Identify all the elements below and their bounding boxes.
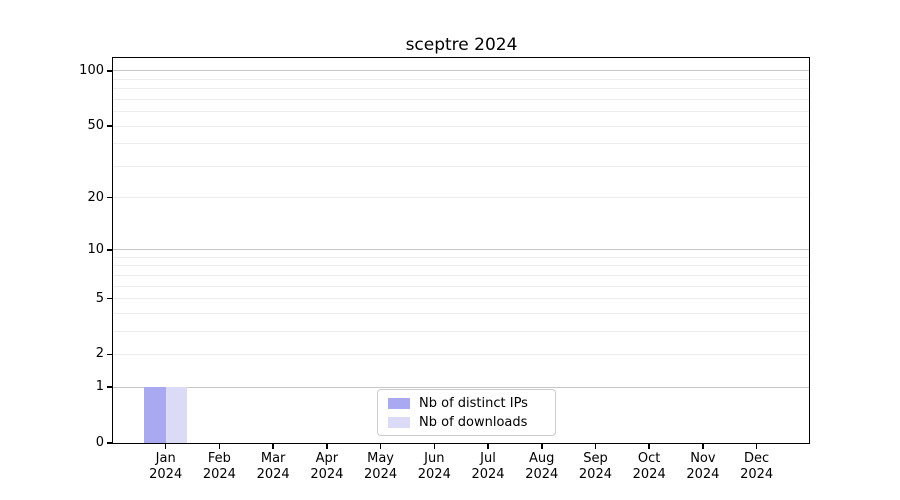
bar-distinct-ips — [144, 387, 166, 443]
y-tick-label: 50 — [87, 118, 104, 134]
x-tick-label-line: Sep — [583, 451, 608, 466]
x-tick-label-line: 2024 — [632, 466, 666, 482]
y-gridline-minor — [113, 111, 810, 113]
y-tick-label: 10 — [87, 241, 104, 257]
y-gridline-major — [113, 70, 810, 72]
y-gridline-minor — [113, 274, 810, 276]
x-tick-label: Aug 2024 — [510, 451, 574, 482]
legend-item-distinct-ips: Nb of distinct IPs — [388, 395, 547, 411]
x-tick-label-line: 2024 — [740, 466, 774, 482]
x-tick-mark — [755, 443, 758, 449]
y-tick-mark — [106, 297, 113, 300]
y-gridline-major — [113, 249, 810, 251]
y-tick-mark — [106, 125, 113, 127]
y-tick-mark — [106, 248, 113, 251]
x-tick-label: May 2024 — [349, 451, 413, 482]
x-tick-label: Nov 2024 — [671, 451, 735, 482]
legend-label-distinct-ips: Nb of distinct IPs — [419, 395, 528, 411]
x-tick-label-line: 2024 — [417, 466, 451, 482]
y-tick-label: 1 — [95, 379, 104, 395]
x-tick-label-line: Mar — [260, 451, 286, 466]
y-tick-label: 2 — [95, 346, 104, 362]
x-tick-mark — [272, 443, 274, 449]
x-tick-label-line: Aug — [529, 451, 555, 466]
legend-swatch-distinct-ips — [388, 397, 410, 409]
legend-label-downloads: Nb of downloads — [419, 414, 528, 430]
y-tick-label: 100 — [79, 62, 104, 78]
x-tick-label-line: 2024 — [310, 466, 344, 482]
x-tick-mark — [164, 443, 167, 449]
y-gridline-minor — [113, 312, 810, 314]
x-tick-label: Jan 2024 — [134, 451, 198, 482]
legend: Nb of distinct IPs Nb of downloads — [377, 389, 556, 436]
x-tick-label-line: Oct — [637, 451, 661, 466]
x-tick-label-line: 2024 — [471, 466, 505, 482]
y-gridline-minor — [113, 353, 810, 355]
x-tick-label-line: Dec — [744, 451, 770, 466]
y-tick-mark — [106, 353, 113, 356]
y-gridline-major — [113, 386, 810, 388]
x-tick-label-line: 2024 — [686, 466, 720, 482]
x-tick-label-line: Jul — [480, 451, 496, 466]
x-tick-label-line: Jun — [424, 451, 445, 466]
x-tick-label-line: Feb — [207, 451, 231, 466]
y-gridline-minor — [113, 88, 810, 90]
x-tick-label-line: 2024 — [525, 466, 559, 482]
x-tick-mark — [594, 443, 597, 449]
legend-swatch-downloads — [388, 416, 410, 428]
x-tick-label: Feb 2024 — [187, 451, 251, 482]
y-gridline-minor — [113, 78, 810, 80]
x-tick-mark — [326, 443, 328, 449]
y-tick-label: 20 — [87, 189, 104, 205]
x-tick-mark — [648, 443, 650, 449]
x-tick-label: Dec 2024 — [725, 451, 789, 482]
x-tick-label: Oct 2024 — [617, 451, 681, 482]
x-tick-label-line: 2024 — [578, 466, 612, 482]
y-gridline-minor — [113, 125, 810, 127]
x-tick-label-line: 2024 — [149, 466, 183, 482]
y-gridline-minor — [113, 298, 810, 300]
x-tick-label: Apr 2024 — [295, 451, 359, 482]
y-tick-label: 0 — [95, 435, 104, 450]
y-gridline-minor — [113, 285, 810, 287]
x-tick-label-line: 2024 — [202, 466, 236, 482]
y-tick-label: 5 — [95, 290, 104, 306]
y-gridline-minor — [113, 165, 810, 167]
y-tick-mark — [106, 70, 113, 72]
chart-title: sceptre 2024 — [405, 35, 518, 55]
x-tick-label-line: May — [367, 451, 395, 466]
y-gridline-minor — [113, 265, 810, 267]
x-tick-label-line: Apr — [315, 451, 339, 466]
bar-downloads — [165, 387, 188, 443]
y-tick-mark — [106, 386, 113, 388]
y-gridline-minor — [113, 330, 810, 332]
x-tick-mark — [379, 443, 382, 449]
legend-item-downloads: Nb of downloads — [388, 414, 547, 430]
x-tick-label: Mar 2024 — [241, 451, 305, 482]
x-tick-mark — [218, 443, 221, 449]
x-tick-mark — [702, 443, 704, 449]
x-tick-label-line: 2024 — [364, 466, 398, 482]
x-tick-label-line: Nov — [690, 451, 716, 466]
x-tick-label-line: Jan — [155, 451, 176, 466]
y-gridline-minor — [113, 143, 810, 145]
y-tick-mark — [106, 442, 113, 444]
y-tick-mark — [106, 196, 113, 199]
y-gridline-minor — [113, 197, 810, 199]
x-tick-label-line: 2024 — [256, 466, 290, 482]
x-tick-mark — [540, 443, 543, 449]
x-tick-label: Sep 2024 — [563, 451, 627, 482]
x-tick-mark — [433, 443, 436, 449]
x-tick-mark — [487, 443, 489, 449]
x-tick-label: Jul 2024 — [456, 451, 520, 482]
y-gridline-minor — [113, 98, 810, 100]
x-tick-label: Jun 2024 — [402, 451, 466, 482]
y-gridline-minor — [113, 256, 810, 258]
